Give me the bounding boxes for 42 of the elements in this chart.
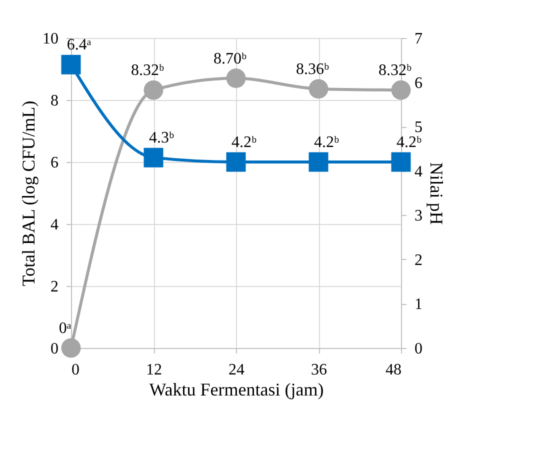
- point: [308, 152, 328, 172]
- point: [308, 79, 328, 99]
- point: [144, 148, 164, 168]
- point: [144, 80, 164, 100]
- y-tick-label: 6: [50, 154, 58, 172]
- point: [61, 338, 81, 358]
- x-tick-label: 24: [228, 362, 244, 378]
- y-tick-label: 2: [50, 278, 58, 296]
- data-label: 4.3ᵇ: [149, 130, 174, 147]
- data-label: 8.32ᵇ: [131, 62, 164, 80]
- x-axis-title: Waktu Fermentasi (jam): [149, 380, 324, 400]
- point: [226, 152, 246, 172]
- point: [226, 68, 246, 88]
- y-axis-title: Total BAL (log CFU/mL): [18, 100, 38, 286]
- data-label: 4.2ᵇ: [314, 134, 340, 151]
- y-tick-label: 8: [50, 92, 58, 110]
- y2-axis-title: Nilai pH: [426, 162, 446, 225]
- data-label: 8.70ᵇ: [214, 50, 247, 68]
- y2-tick-label: 0: [414, 340, 422, 358]
- y-tick-label: 4: [50, 216, 58, 234]
- point: [61, 54, 81, 74]
- y2-tick-label: 6: [414, 74, 422, 92]
- point: [391, 80, 411, 100]
- x-tick-label: 36: [311, 362, 327, 378]
- y2-tick-label: 4: [414, 163, 422, 180]
- y2-tick-label: 7: [414, 30, 422, 48]
- y2-tick-label: 2: [414, 252, 422, 269]
- y2-tick-label: 3: [414, 208, 422, 225]
- data-label: 4.2ᵇ: [396, 134, 422, 151]
- data-label: 8.36ᵇ: [296, 60, 330, 78]
- point: [391, 152, 411, 172]
- y2-tick-label: 1: [414, 296, 422, 314]
- y2-tick-label: 5: [414, 119, 422, 136]
- data-label: 6.4ᵃ: [66, 36, 92, 54]
- data-label: 4.2ᵇ: [232, 134, 257, 151]
- y-tick-label: 10: [42, 30, 58, 48]
- x-tick-label: 0: [72, 362, 80, 378]
- data-label: 0ᵃ: [58, 320, 72, 337]
- y-tick-label: 0: [50, 340, 58, 358]
- x-tick-label: 12: [146, 362, 162, 378]
- x-tick-label: 48: [386, 362, 402, 378]
- data-label: 8.32ᵇ: [378, 62, 412, 80]
